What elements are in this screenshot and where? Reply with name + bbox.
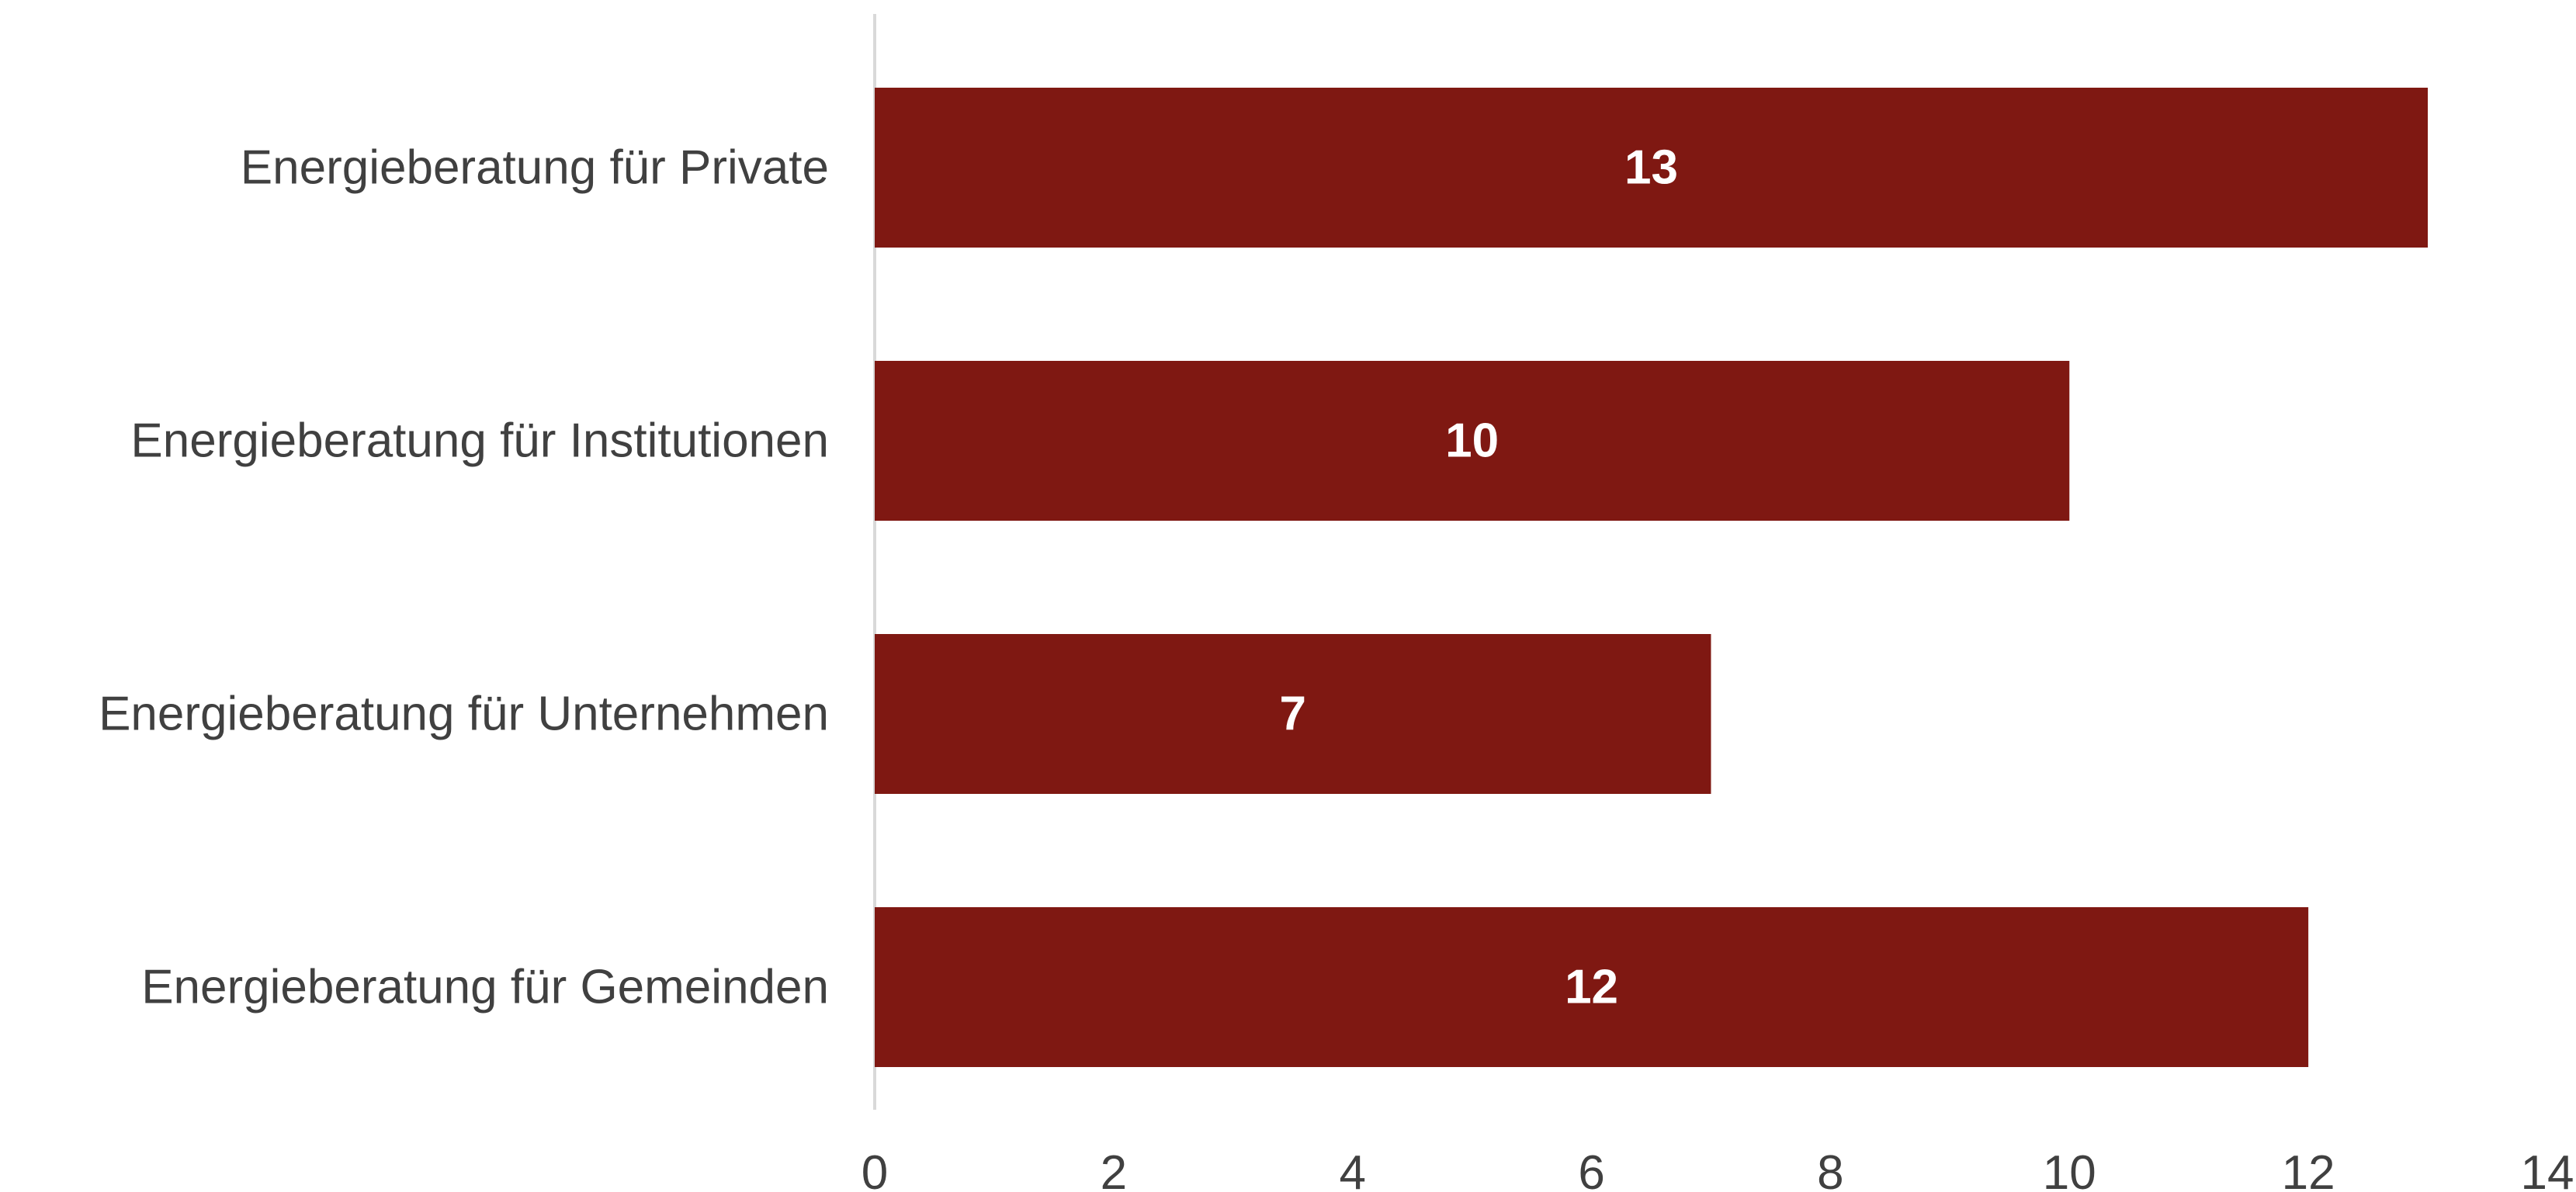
x-tick-label: 4 (1339, 1146, 1365, 1192)
bar (875, 907, 2309, 1067)
data-label: 12 (1565, 961, 1618, 1014)
data-label: 10 (1445, 414, 1499, 468)
data-label: 7 (1280, 688, 1306, 741)
data-labels-group: 13 10 7 12 (1280, 141, 1679, 1014)
x-tick-label: 6 (1578, 1146, 1604, 1192)
category-label: Energieberatung für Institutionen (130, 414, 829, 468)
x-tick-label: 14 (2521, 1146, 2574, 1192)
x-tick-label: 10 (2043, 1146, 2096, 1192)
category-label: Energieberatung für Unternehmen (99, 688, 829, 741)
category-label: Energieberatung für Gemeinden (141, 961, 829, 1014)
x-tick-label: 12 (2282, 1146, 2335, 1192)
x-tick-label: 2 (1101, 1146, 1127, 1192)
bar (875, 88, 2429, 248)
bars-group (875, 88, 2429, 1067)
x-tick-label: 8 (1817, 1146, 1843, 1192)
x-tick-labels-group: 0 2 4 6 8 10 12 14 (862, 1146, 2574, 1192)
category-labels-group: Energieberatung für Private Energieberatu… (99, 141, 829, 1014)
bar (875, 634, 1711, 794)
bar (875, 361, 2070, 521)
x-tick-label: 0 (862, 1146, 888, 1192)
category-label: Energieberatung für Private (241, 141, 829, 195)
data-label: 13 (1624, 141, 1678, 195)
